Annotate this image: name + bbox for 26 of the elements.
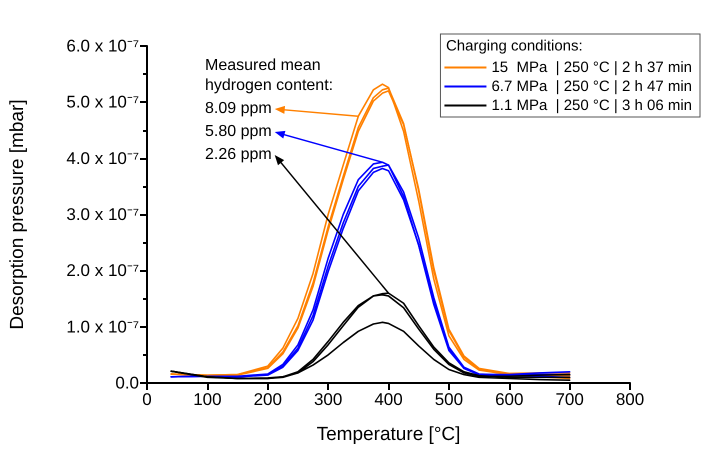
- x-tick-label: 300: [314, 390, 342, 409]
- annotation: Measured mean hydrogen content:: [205, 56, 334, 96]
- annotation: 8.09 ppm: [205, 99, 272, 119]
- annotation: 2.26 ppm: [205, 145, 272, 165]
- x-tick-label: 100: [193, 390, 222, 409]
- x-tick-label: 800: [616, 390, 644, 409]
- x-tick-label: 600: [495, 390, 524, 409]
- legend-label: 6.7 MPa | 250 °C | 2 h 47 min: [491, 78, 692, 95]
- legend-label: 1.1 MPa | 250 °C | 3 h 06 min: [491, 97, 692, 114]
- legend-label: 15 MPa | 250 °C | 2 h 37 min: [491, 59, 692, 76]
- y-axis-title: Desorption pressure [mbar]: [7, 99, 28, 330]
- y-tick-label: 0.0: [115, 374, 139, 392]
- x-tick-label: 400: [374, 390, 403, 409]
- x-tick-label: 200: [254, 390, 282, 409]
- y-tick-label: 4.0 x 10⁻⁷: [66, 148, 139, 168]
- x-tick-label: 0: [142, 390, 152, 409]
- x-tick-label: 700: [555, 390, 584, 409]
- y-tick-label: 5.0 x 10⁻⁷: [66, 92, 139, 112]
- y-tick-label: 2.0 x 10⁻⁷: [66, 261, 139, 280]
- legend-title: Charging conditions:: [446, 38, 583, 54]
- x-axis-title: Temperature [°C]: [316, 424, 460, 445]
- y-tick-label: 3.0 x 10⁻⁷: [66, 205, 139, 224]
- x-tick-label: 500: [434, 390, 464, 409]
- y-tick-label: 6.0 x 10⁻⁷: [66, 36, 139, 56]
- y-tick-label: 1.0 x 10⁻⁷: [66, 317, 139, 336]
- annotation: 5.80 ppm: [205, 122, 272, 142]
